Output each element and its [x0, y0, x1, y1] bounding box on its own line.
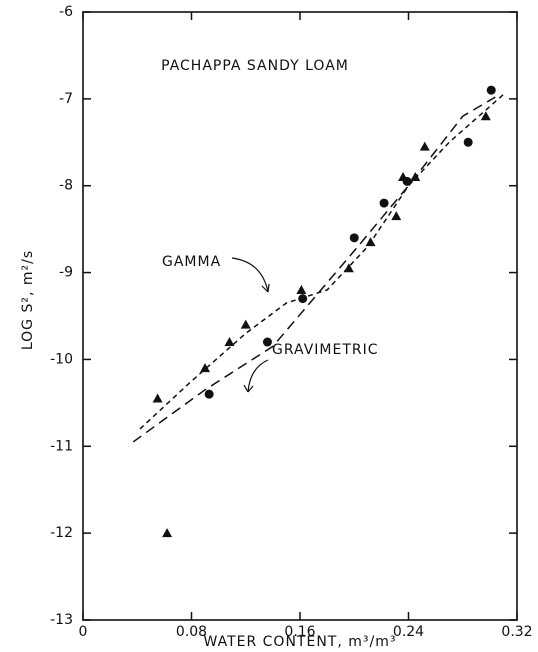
plot-frame [82, 11, 518, 621]
y-tick-label: -10 [50, 351, 73, 367]
triangle-point [419, 141, 430, 151]
triangle-point [391, 211, 402, 221]
circle-point [204, 389, 214, 399]
triangle-point [480, 111, 491, 121]
y-tick-label: -11 [50, 438, 73, 454]
triangle-point [365, 237, 376, 247]
fit-curve [139, 93, 504, 430]
triangle-point [200, 363, 211, 373]
y-tick-label: -13 [50, 612, 73, 628]
triangle-point [296, 284, 307, 294]
triangle-point [152, 393, 163, 403]
circle-point [463, 137, 473, 147]
circle-point [262, 337, 272, 347]
circle-point [402, 176, 412, 186]
x-axis-label: WATER CONTENT, m³/m³ [204, 634, 397, 650]
circle-point [486, 85, 496, 95]
series-annotation: GAMMA [162, 254, 221, 270]
circle-point [349, 233, 359, 243]
x-tick-label: 0 [79, 624, 88, 640]
circle-point [379, 198, 389, 208]
circle-point [298, 294, 308, 304]
triangle-point [240, 319, 251, 329]
annotation-arrow [247, 359, 269, 393]
x-tick-label: 0.32 [501, 624, 532, 640]
x-tick-label: 0.24 [393, 624, 424, 640]
triangle-point [162, 528, 173, 538]
x-tick-label: 0.16 [284, 624, 315, 640]
y-tick-label: -8 [59, 178, 73, 194]
chart-title: PACHAPPA SANDY LOAM [161, 58, 349, 74]
x-tick-label: 0.08 [176, 624, 207, 640]
y-tick-label: -7 [59, 91, 73, 107]
series-annotation: GRAVIMETRIC [272, 342, 379, 358]
triangle-point [343, 263, 354, 273]
fit-curve [132, 96, 496, 443]
annotation-arrowhead [261, 283, 270, 293]
triangle-point [224, 337, 235, 347]
annotation-arrow [231, 257, 269, 293]
y-axis-label: LOG S², m²/s [20, 250, 36, 350]
y-tick-label: -6 [59, 4, 73, 20]
y-tick-label: -12 [50, 525, 73, 541]
annotation-arrowhead [243, 384, 254, 393]
y-tick-label: -9 [59, 265, 73, 281]
